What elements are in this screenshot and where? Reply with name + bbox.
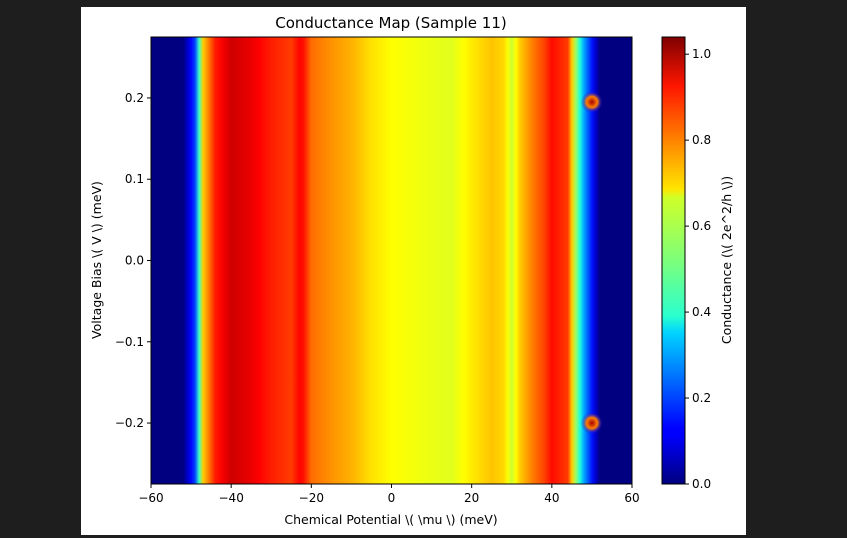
x-tick-label: −40 <box>219 491 244 505</box>
colorbar-label: Conductance (\( 2e^2/h \)) <box>719 176 734 344</box>
heatmap-image <box>151 37 632 484</box>
hot-spot <box>580 91 603 114</box>
colorbar-axis: 0.0 0.2 0.4 0.6 0.8 1.0 <box>685 47 711 491</box>
hot-spot <box>580 412 603 435</box>
y-axis: −0.2 −0.1 0.0 0.1 0.2 <box>115 91 151 430</box>
x-tick-label: −20 <box>299 491 324 505</box>
y-tick-label: −0.1 <box>115 335 144 349</box>
conductance-heatmap-chart: Conductance Map (Sample 11) −60 −40 −20 0 20… <box>89 14 734 527</box>
x-tick-label: 40 <box>544 491 559 505</box>
figure: Conductance Map (Sample 11) −60 −40 −20 0 20… <box>81 7 746 535</box>
chart-title: Conductance Map (Sample 11) <box>275 14 506 32</box>
y-axis-label: Voltage Bias \( V \) (meV) <box>89 181 104 339</box>
x-tick-label: 20 <box>464 491 479 505</box>
x-tick-label: 60 <box>624 491 639 505</box>
y-tick-label: 0.2 <box>125 91 144 105</box>
colorbar-tick-label: 0.2 <box>692 391 711 405</box>
y-tick-label: 0.1 <box>125 172 144 186</box>
colorbar-tick-label: 0.0 <box>692 477 711 491</box>
y-tick-label: 0.0 <box>125 254 144 268</box>
colorbar-tick-label: 0.4 <box>692 305 711 319</box>
colorbar <box>661 36 686 485</box>
colorbar-tick-label: 0.6 <box>692 219 711 233</box>
x-axis: −60 −40 −20 0 20 40 60 <box>138 484 640 505</box>
y-tick-label: −0.2 <box>115 416 144 430</box>
heatmap-base <box>151 37 632 484</box>
x-tick-label: 0 <box>388 491 396 505</box>
colorbar-tick-label: 1.0 <box>692 47 711 61</box>
x-tick-label: −60 <box>138 491 163 505</box>
x-axis-label: Chemical Potential \( \mu \) (meV) <box>284 512 497 527</box>
colorbar-tick-label: 0.8 <box>692 133 711 147</box>
